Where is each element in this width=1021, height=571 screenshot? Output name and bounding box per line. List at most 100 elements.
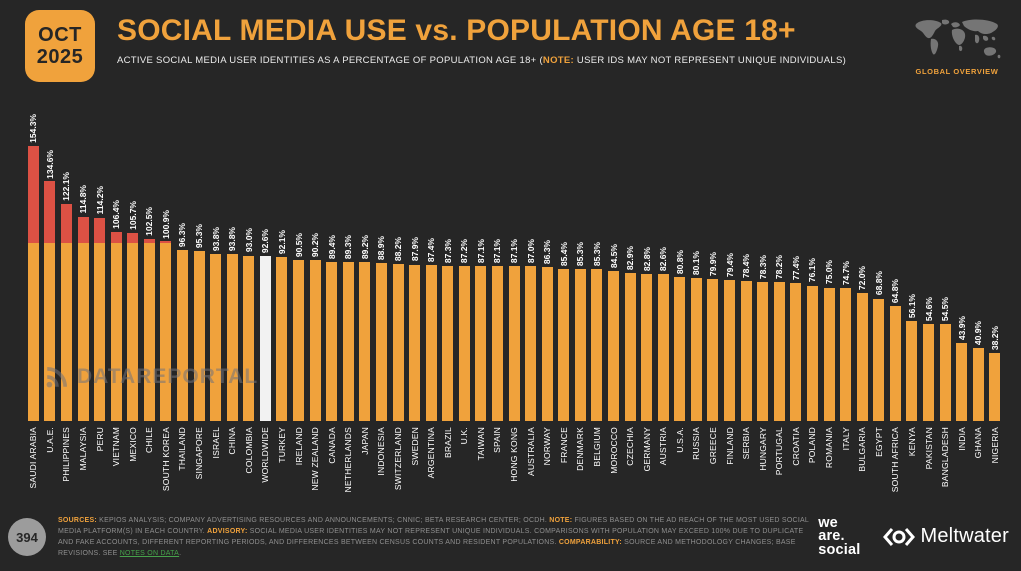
bar-category-label-bulgaria: BULGARIA — [857, 427, 868, 472]
notes-segment: KEPIOS ANALYSIS; COMPANY ADVERTISING RES… — [96, 516, 550, 524]
bar-column-hungary: 78.3% HUNGARY — [754, 95, 771, 521]
page-number-badge: 394 — [8, 518, 46, 556]
bar-category-label-hungary: HUNGARY — [757, 427, 768, 471]
bar-value-label-vietnam: 106.4% — [111, 199, 122, 229]
bar-column-south-korea: 100.9% SOUTH KOREA — [158, 95, 175, 521]
bar-category-label-czechia: CZECHIA — [625, 427, 636, 466]
notes-segment: ACTIVE SOCIAL MEDIA USER IDENTITIES AS A… — [117, 55, 543, 66]
bar-column-israel: 93.8% ISRAEL — [207, 95, 224, 521]
bar-chart: 154.3% SAUDI ARABIA 134.6% U.A.E. 122.1% PHIL… — [25, 95, 1003, 521]
bar-column-austria: 82.6% AUSTRIA — [655, 95, 672, 521]
bar-category-label-ghana: GHANA — [973, 427, 984, 459]
bar-column-taiwan: 87.1% TAIWAN — [473, 95, 490, 521]
bar-croatia — [790, 283, 802, 421]
bar-value-label-nigeria: 38.2% — [989, 325, 1000, 350]
bar-column-bulgaria: 72.0% BULGARIA — [854, 95, 871, 521]
bar-category-label-saudi-arabia: SAUDI ARABIA — [28, 427, 39, 489]
bar-category-label-italy: ITALY — [840, 427, 851, 451]
bar-category-label-romania: ROMANIA — [824, 427, 835, 469]
bar-column-russia: 80.1% RUSSIA — [688, 95, 705, 521]
bar-value-label-belgium: 85.3% — [591, 242, 602, 267]
bar-value-label-worldwide: 92.6% — [260, 229, 271, 254]
bar-value-label-denmark: 85.3% — [575, 242, 586, 267]
bar-category-label-kenya: KENYA — [906, 427, 917, 457]
bar-australia — [525, 266, 537, 421]
bar-category-label-brazil: BRAZIL — [442, 427, 453, 458]
bar-category-label-argentina: ARGENTINA — [426, 427, 437, 479]
bar-category-label-hong-kong: HONG KONG — [509, 427, 520, 482]
notes-on-data-link[interactable]: NOTES ON DATA — [119, 550, 180, 558]
bar-value-label-malaysia: 114.8% — [78, 185, 89, 214]
bar-japan — [359, 262, 371, 421]
bar-column-thailand: 96.3% THAILAND — [174, 95, 191, 521]
bar-column-pakistan: 54.6% PAKISTAN — [920, 95, 937, 521]
bar-category-label-france: FRANCE — [558, 427, 569, 464]
header: OCT 2025 SOCIAL MEDIA USE vs. POPULATION… — [25, 10, 1009, 98]
bar-value-label-israel: 93.8% — [210, 226, 221, 251]
bar-column-malaysia: 114.8% MALAYSIA — [75, 95, 92, 521]
bar-value-label-u-a-e: 134.6% — [44, 149, 55, 179]
bar-column-belgium: 85.3% BELGIUM — [589, 95, 606, 521]
bar-category-label-israel: ISRAEL — [210, 427, 221, 459]
bar-category-label-malaysia: MALAYSIA — [78, 427, 89, 471]
bar-malaysia — [77, 243, 89, 421]
bar-value-label-u-s-a: 80.8% — [674, 250, 685, 275]
bar-ghana — [972, 348, 984, 421]
bar-column-netherlands: 89.3% NETHERLANDS — [340, 95, 357, 521]
bar-category-label-taiwan: TAIWAN — [475, 427, 486, 461]
bar-singapore — [193, 251, 205, 421]
bar-value-label-sweden: 87.9% — [409, 237, 420, 262]
bar-pakistan — [923, 323, 934, 421]
bar-column-vietnam: 106.4% VIETNAM — [108, 95, 125, 521]
bar-category-label-sweden: SWEDEN — [409, 427, 420, 466]
bar-column-colombia: 93.0% COLOMBIA — [241, 95, 258, 521]
bar-turkey — [276, 257, 288, 421]
bar-column-ireland: 90.5% IRELAND — [290, 95, 307, 521]
bar-column-poland: 76.1% POLAND — [804, 95, 821, 521]
bar-hungary — [757, 281, 769, 421]
bar-category-label-chile: CHILE — [144, 427, 155, 454]
bar-poland — [806, 285, 818, 421]
bar-value-label-colombia: 93.0% — [243, 228, 254, 253]
bar-category-label-finland: FINLAND — [724, 427, 735, 465]
bar-column-china: 93.8% CHINA — [224, 95, 241, 521]
bar-saudi-arabia — [27, 243, 39, 421]
bar-kenya — [906, 321, 918, 421]
bar-nigeria — [989, 353, 1001, 421]
bar-column-greece: 79.9% GREECE — [705, 95, 722, 521]
bar-category-label-u-s-a: U.S.A. — [674, 427, 685, 453]
we-are-social-logo: we are. social — [818, 516, 860, 558]
bar-over-100-segment-mexico — [127, 232, 139, 243]
notes-segment: USER IDS MAY NOT REPRESENT UNIQUE INDIVI… — [573, 55, 847, 66]
bar-value-label-france: 85.4% — [558, 241, 569, 266]
bar-value-label-romania: 75.0% — [824, 260, 835, 285]
bar-category-label-thailand: THAILAND — [177, 427, 188, 471]
bar-vietnam — [110, 243, 122, 421]
bar-category-label-portugal: PORTUGAL — [774, 427, 785, 476]
bar-value-label-bangladesh: 54.5% — [940, 296, 951, 321]
bar-worldwide — [259, 256, 271, 421]
bar-value-label-austria: 82.6% — [658, 246, 669, 271]
bar-column-canada: 89.4% CANADA — [323, 95, 340, 521]
bar-column-romania: 75.0% ROMANIA — [821, 95, 838, 521]
bar-u-k — [458, 265, 470, 421]
we-are-social-line2: are. — [818, 528, 845, 545]
bar-category-label-u-a-e: U.A.E. — [44, 427, 55, 453]
bar-canada — [326, 261, 338, 421]
global-overview-label: GLOBAL OVERVIEW — [915, 67, 999, 76]
bar-indonesia — [375, 262, 387, 421]
bar-over-100-segment-south-korea — [160, 241, 172, 243]
bar-column-egypt: 68.8% EGYPT — [870, 95, 887, 521]
brand-logos: we are. social Meltwater — [818, 516, 1009, 558]
global-overview: GLOBAL OVERVIEW — [905, 10, 1009, 76]
bar-value-label-ghana: 40.9% — [973, 321, 984, 346]
bar-column-portugal: 78.2% PORTUGAL — [771, 95, 788, 521]
bar-category-label-worldwide: WORLDWIDE — [260, 427, 271, 483]
date-badge-month: OCT — [38, 24, 82, 46]
bar-category-label-turkey: TURKEY — [276, 427, 287, 463]
bar-value-label-u-k: 87.2% — [459, 238, 470, 263]
bar-category-label-egypt: EGYPT — [873, 427, 884, 457]
bar-column-finland: 79.4% FINLAND — [721, 95, 738, 521]
bar-column-switzerland: 88.2% SWITZERLAND — [390, 95, 407, 521]
